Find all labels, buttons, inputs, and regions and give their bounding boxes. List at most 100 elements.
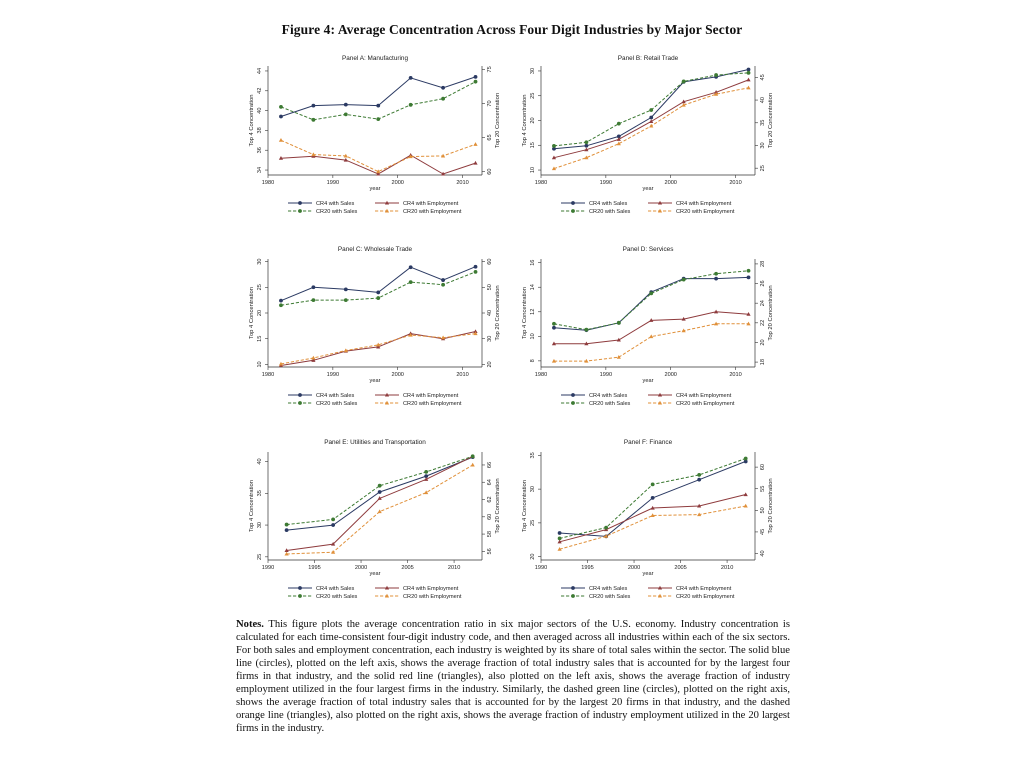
legend-label: CR20 with Employment <box>403 594 462 600</box>
data-point <box>473 269 478 274</box>
x-tick-label: 2000 <box>391 372 403 378</box>
data-point <box>441 335 446 340</box>
data-point <box>650 496 655 500</box>
data-point <box>746 275 751 280</box>
right-tick-label: 35 <box>760 120 766 126</box>
data-point <box>331 523 336 527</box>
data-point <box>284 548 289 553</box>
data-point <box>616 121 621 126</box>
right-tick-label: 40 <box>487 310 493 316</box>
series-line <box>286 455 473 526</box>
data-point <box>616 320 621 325</box>
y-axis-title-right: Top 20 Concentration <box>495 285 501 340</box>
series-line <box>280 331 476 366</box>
data-point <box>441 282 445 287</box>
x-tick-label: 2000 <box>391 180 403 186</box>
data-point <box>584 140 589 145</box>
legend-marker <box>657 585 663 590</box>
x-tick-label: 2010 <box>729 372 741 378</box>
left-tick-label: 34 <box>257 167 263 173</box>
right-tick-label: 28 <box>760 261 766 267</box>
data-point <box>284 522 289 527</box>
legend-label: CR4 with Sales <box>589 201 627 207</box>
data-point <box>697 477 702 482</box>
panel-6: Panel F: Finance 20 25 30 35 40 45 50 55 60 1990 19… <box>522 439 774 600</box>
left-tick-label: 30 <box>530 68 536 74</box>
series-line <box>280 266 476 302</box>
panel-3: Panel C: Wholesale Trade 10 15 20 25 30 20 30 40… <box>249 246 501 407</box>
data-point <box>279 104 283 109</box>
y-axis-title-left: Top 4 Concentration <box>249 95 255 147</box>
data-point <box>649 123 654 128</box>
left-tick-label: 20 <box>530 554 536 560</box>
data-point <box>714 271 718 276</box>
data-point <box>551 341 557 346</box>
data-point <box>311 358 316 362</box>
data-point <box>473 160 478 165</box>
data-point <box>616 134 621 139</box>
data-point <box>714 309 719 314</box>
right-tick-label: 56 <box>487 548 493 554</box>
right-tick-label: 66 <box>487 462 493 468</box>
data-point <box>714 73 718 77</box>
data-point <box>408 280 413 285</box>
legend-marker <box>298 209 302 213</box>
right-tick-label: 20 <box>487 361 493 367</box>
data-point <box>424 477 429 481</box>
left-tick-label: 10 <box>530 167 536 173</box>
data-point <box>743 492 748 497</box>
data-point <box>343 348 348 353</box>
data-point <box>377 496 382 500</box>
data-point <box>473 75 478 79</box>
data-point <box>604 525 609 530</box>
data-point <box>681 316 686 321</box>
right-tick-label: 30 <box>487 336 493 342</box>
legend-marker <box>571 401 575 405</box>
right-tick-label: 40 <box>760 550 766 556</box>
data-point <box>376 171 381 176</box>
right-tick-label: 25 <box>760 165 766 171</box>
data-point <box>343 298 348 303</box>
data-point <box>473 331 478 336</box>
data-point <box>311 117 316 122</box>
left-tick-label: 42 <box>257 88 263 94</box>
data-point <box>584 155 589 160</box>
data-point <box>473 79 478 84</box>
series-line <box>286 455 473 551</box>
left-tick-label: 16 <box>530 260 536 266</box>
data-point <box>376 344 381 349</box>
x-tick-label: 2010 <box>456 180 468 186</box>
y-axis-title-left: Top 4 Concentration <box>249 287 255 339</box>
right-tick-label: 30 <box>760 142 766 148</box>
data-point <box>743 503 748 508</box>
data-point <box>649 318 654 322</box>
right-tick-label: 18 <box>760 359 766 365</box>
data-point <box>470 462 475 467</box>
data-point <box>424 474 429 479</box>
series-line <box>286 464 473 555</box>
legend-marker <box>298 586 302 590</box>
legend-marker <box>384 585 390 590</box>
data-point <box>408 332 413 337</box>
legend-marker <box>657 593 663 598</box>
left-tick-label: 44 <box>257 68 263 74</box>
data-point <box>424 490 429 495</box>
legend-label: CR20 with Sales <box>589 209 631 215</box>
legend-label: CR20 with Employment <box>676 401 735 407</box>
panel-2: Panel B: Retail Trade 10 15 20 25 30 25 30 35 40 4… <box>522 55 774 215</box>
x-tick-label: 2000 <box>628 565 640 571</box>
data-point <box>278 138 284 142</box>
x-tick-label: 2010 <box>729 180 741 186</box>
left-tick-label: 25 <box>530 520 536 526</box>
y-axis-title-left: Top 4 Concentration <box>522 95 528 147</box>
legend-label: CR20 with Sales <box>316 401 358 407</box>
legend-label: CR20 with Sales <box>316 594 358 600</box>
panel-5: Panel E: Utilities and Transportation 25 3… <box>249 439 501 600</box>
data-point <box>746 67 751 72</box>
data-point <box>441 278 445 282</box>
legend-label: CR20 with Employment <box>676 209 735 215</box>
legend-label: CR20 with Employment <box>676 594 735 600</box>
data-point <box>557 536 562 541</box>
right-tick-label: 65 <box>487 134 493 140</box>
x-tick-label: 1990 <box>327 372 339 378</box>
